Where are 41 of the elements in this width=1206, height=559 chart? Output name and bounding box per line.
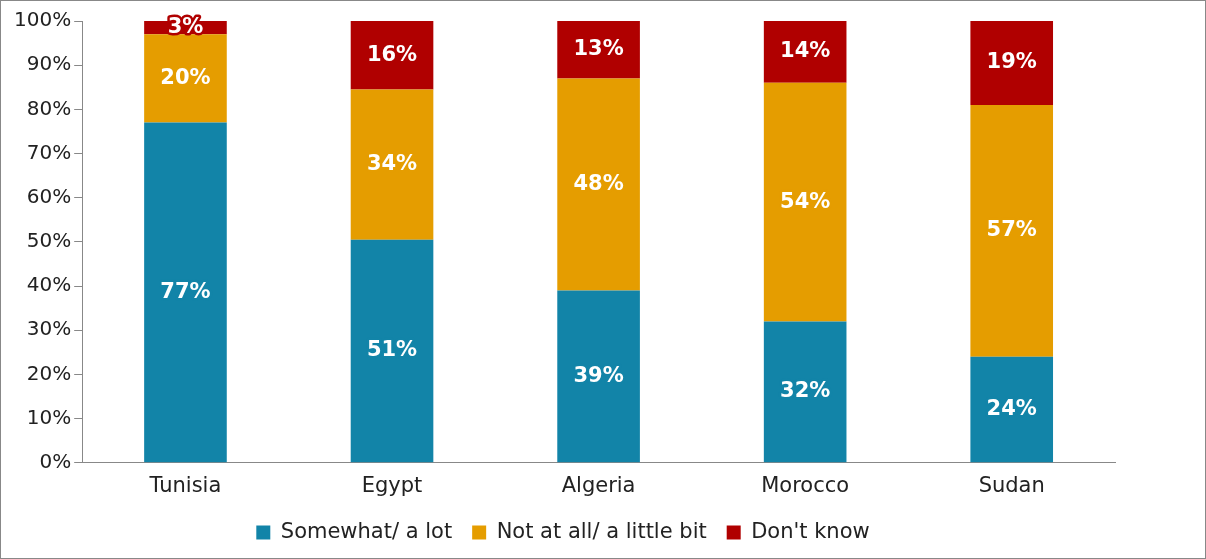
x-tick-label: Tunisia — [148, 472, 222, 497]
y-tick-label: 80% — [26, 95, 72, 120]
y-tick-label: 0% — [39, 449, 72, 473]
x-tick-label: Sudan — [978, 472, 1045, 497]
y-tick-label: 60% — [26, 183, 72, 208]
data-label: 77% — [160, 278, 211, 303]
legend-label: Don't know — [751, 518, 870, 543]
bar — [763, 82, 847, 322]
y-tick-label: 10% — [26, 404, 72, 429]
bar — [557, 290, 640, 463]
data-label: 16% — [366, 41, 418, 66]
bar — [350, 89, 434, 240]
data-label: 48% — [573, 170, 624, 195]
data-label: 19% — [986, 49, 1037, 74]
bar — [557, 78, 640, 291]
x-tick-label: Egypt — [361, 472, 423, 497]
y-tick-label: 90% — [26, 51, 72, 76]
y-tick-label: 100% — [13, 7, 72, 32]
x-tick-label: Algeria — [561, 472, 636, 497]
data-label: 51% — [366, 337, 418, 362]
legend-label: Somewhat/ a lot — [280, 518, 453, 543]
data-label: 32% — [780, 378, 831, 403]
y-tick-label: 20% — [26, 360, 72, 385]
bar — [144, 122, 227, 463]
y-tick-label: 50% — [26, 228, 72, 253]
data-label: 39% — [573, 362, 624, 387]
y-tick-label: 70% — [26, 139, 72, 164]
legend-label: Not at all/ a little bit — [496, 518, 707, 543]
bar — [763, 321, 847, 463]
bar — [970, 104, 1054, 357]
data-label: 54% — [780, 188, 831, 213]
y-tick-label: 30% — [26, 316, 72, 341]
data-label: 34% — [366, 151, 418, 176]
data-label: 13% — [573, 36, 624, 61]
x-tick-label: Morocco — [761, 472, 850, 497]
data-label: 57% — [986, 217, 1037, 242]
bar — [350, 239, 434, 463]
data-label: 24% — [986, 395, 1037, 420]
data-label: 20% — [160, 64, 211, 89]
y-tick-label: 40% — [26, 272, 72, 297]
data-label: 14% — [780, 38, 831, 63]
